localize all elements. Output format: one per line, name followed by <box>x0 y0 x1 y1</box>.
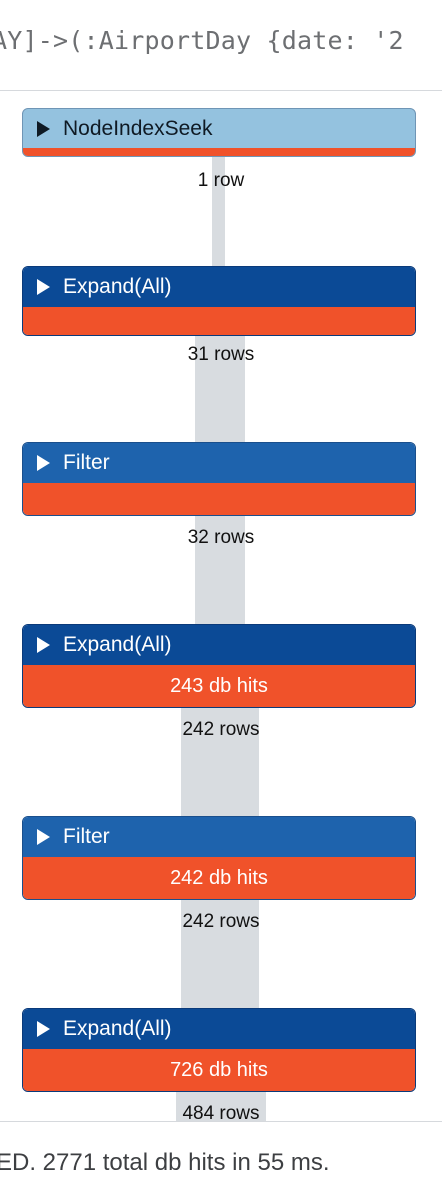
operator-node-index-seek[interactable]: NodeIndexSeek <box>22 108 416 157</box>
operator-expand-all[interactable]: Expand(All) 726 db hits <box>22 1008 416 1092</box>
status-summary: ED. 2771 total db hits in 55 ms. <box>0 1149 330 1176</box>
row-count: 32 rows <box>187 527 255 548</box>
operator-header[interactable]: Expand(All) <box>23 267 415 307</box>
operator-label: Expand(All) <box>63 1017 172 1040</box>
pipe-3 <box>195 511 245 631</box>
operator-filter[interactable]: Filter 242 db hits <box>22 816 416 900</box>
expand-triangle-icon[interactable] <box>37 455 50 471</box>
operator-header[interactable]: NodeIndexSeek <box>23 109 415 148</box>
db-hits-bar: 726 db hits <box>23 1049 415 1091</box>
expand-triangle-icon[interactable] <box>37 279 50 295</box>
expand-triangle-icon[interactable] <box>37 637 50 653</box>
pipe-6 <box>176 1091 266 1121</box>
query-editor[interactable]: AY]->(:AirportDay {date: '2 <box>0 0 442 91</box>
row-count: 31 rows <box>187 344 255 365</box>
row-count: 484 rows <box>182 1103 260 1121</box>
execution-plan[interactable]: NodeIndexSeek 1 row Expand(All) 31 rows … <box>0 91 442 1121</box>
db-hits-bar: 242 db hits <box>23 857 415 899</box>
row-count: 242 rows <box>182 719 260 740</box>
query-text: AY]->(:AirportDay {date: '2 <box>0 26 404 55</box>
operator-label: NodeIndexSeek <box>63 116 213 140</box>
operator-filter[interactable]: Filter <box>22 442 416 516</box>
expand-triangle-icon[interactable] <box>37 1021 50 1037</box>
row-count: 1 row <box>197 170 245 191</box>
expand-triangle-icon[interactable] <box>37 829 50 845</box>
operator-label: Filter <box>63 451 110 474</box>
operator-header[interactable]: Expand(All) <box>23 1009 415 1049</box>
db-hits-bar <box>23 148 415 156</box>
expand-triangle-icon[interactable] <box>37 120 50 137</box>
operator-expand-all[interactable]: Expand(All) 243 db hits <box>22 624 416 708</box>
pipe-2 <box>195 331 245 451</box>
row-count: 242 rows <box>182 911 260 932</box>
status-bar: ED. 2771 total db hits in 55 ms. <box>0 1121 442 1194</box>
pipe-5 <box>181 897 259 1017</box>
db-hits-bar: 243 db hits <box>23 665 415 707</box>
operator-header[interactable]: Expand(All) <box>23 625 415 665</box>
db-hits-bar <box>23 483 415 515</box>
operator-header[interactable]: Filter <box>23 443 415 483</box>
operator-label: Expand(All) <box>63 633 172 656</box>
pipe-4 <box>181 705 259 825</box>
db-hits-bar <box>23 307 415 335</box>
operator-label: Expand(All) <box>63 275 172 298</box>
pipe-1 <box>212 151 225 271</box>
operator-header[interactable]: Filter <box>23 817 415 857</box>
operator-expand-all[interactable]: Expand(All) <box>22 266 416 336</box>
operator-label: Filter <box>63 825 110 848</box>
